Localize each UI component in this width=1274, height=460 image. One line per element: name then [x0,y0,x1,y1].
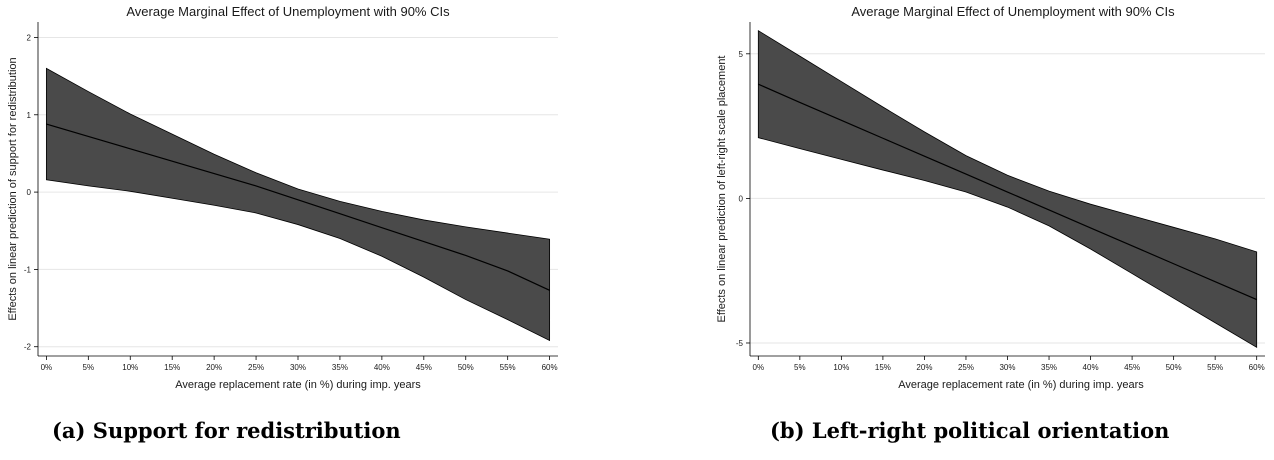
chart-a-x-tick-label: 50% [458,363,474,372]
chart-b-x-tick-label: 35% [1041,363,1057,372]
chart-a-x-tick-label: 60% [542,363,558,372]
chart-a-x-axis-label: Average replacement rate (in %) during i… [175,379,421,391]
chart-a-x-tick-label: 15% [164,363,180,372]
chart-b-estimate-line [758,83,1257,301]
chart-a-caption-label: (a) [52,418,86,443]
chart-b-y-tick-label: -5 [736,339,744,348]
chart-b-x-tick-label: 55% [1207,363,1223,372]
chart-a-x-tick-label: 0% [41,363,53,372]
chart-b-x-tick-label: 15% [875,363,891,372]
chart-b-x-tick-label: 50% [1166,363,1182,372]
chart-b-x-tick-label: 5% [794,363,806,372]
chart-a-y-tick-label: 1 [27,111,32,120]
chart-b-x-tick-label: 40% [1083,363,1099,372]
chart-a-x-tick-label: 55% [500,363,516,372]
chart-a-x-tick-label: 35% [332,363,348,372]
chart-b-caption-label: (b) [770,418,805,443]
chart-panel-b: -5 0 5 0% 5% 10% 15% 20% 25% 30% 35% 40% 45% 50% 55% 60… [637,0,1274,460]
chart-a-x-tick-label: 10% [122,363,138,372]
chart-b-x-tick-label: 10% [833,363,849,372]
chart-b-x-tick-label: 60% [1249,363,1265,372]
chart-a-title: Average Marginal Effect of Unemployment … [126,4,450,19]
chart-b-x-tick-label: 25% [958,363,974,372]
chart-b-x-tick-label: 30% [999,363,1015,372]
chart-a-x-tick-label: 5% [83,363,95,372]
chart-b-x-axis-label: Average replacement rate (in %) during i… [898,379,1144,391]
chart-b-y-tick-label: 0 [739,194,744,203]
chart-b-x-tick-label: 0% [753,363,765,372]
chart-a-y-tick-label: -1 [24,265,32,274]
chart-a-y-tick-label: 0 [27,188,32,197]
chart-a-y-tick-label: -2 [24,343,32,352]
chart-b-caption: (b) Left-right political orientation [770,418,1169,443]
chart-a-x-tick-label: 20% [206,363,222,372]
chart-a-x-tick-label: 25% [248,363,264,372]
chart-a-estimate-line [46,123,550,291]
chart-b-x-tick-label: 45% [1124,363,1140,372]
chart-b-y-axis-label: Effects on linear prediction of left-rig… [716,56,728,323]
chart-a-x-tick-label: 30% [290,363,306,372]
chart-b-title: Average Marginal Effect of Unemployment … [851,4,1175,19]
chart-a-y-tick-label: 2 [27,33,32,42]
chart-a-ci-band [45,67,551,342]
chart-a-y-axis-label: Effects on linear prediction of support … [7,57,19,320]
chart-b-caption-text: Left-right political orientation [811,418,1170,443]
chart-b-ci-band [757,29,1258,349]
chart-a-caption-text: Support for redistribution [92,418,401,443]
chart-b-y-tick-label: 5 [739,50,744,59]
chart-panel-a: -2 -1 0 1 2 0% 5% 10% 15% 20% 25% 30% 35% 40% 45% 50% 55… [7,4,558,443]
chart-a-x-tick-label: 45% [416,363,432,372]
chart-a-x-tick-label: 40% [374,363,390,372]
chart-b-x-tick-label: 20% [916,363,932,372]
chart-a-caption: (a) Support for redistribution [52,418,401,443]
